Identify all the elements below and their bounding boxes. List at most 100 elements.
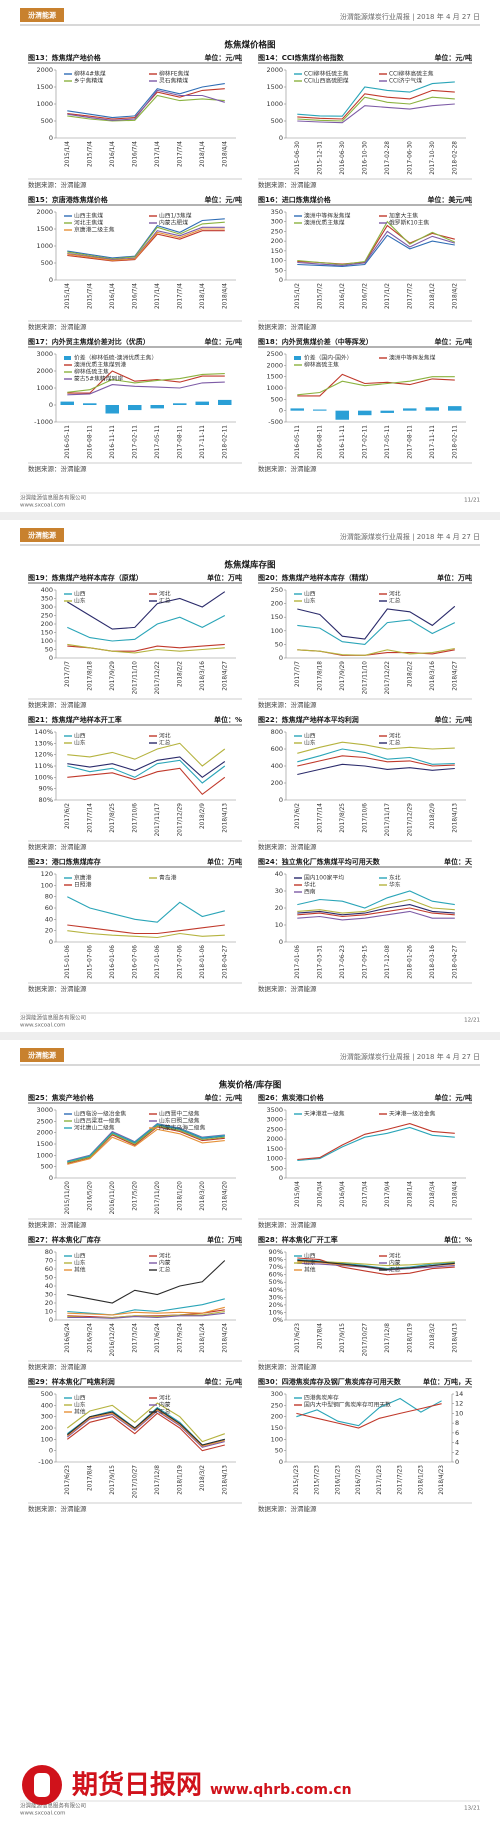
line bbox=[297, 234, 455, 267]
x-tick-label: 2015/1/23 bbox=[294, 1465, 300, 1495]
tick-label: 4 bbox=[455, 1439, 459, 1447]
legend-label: CCI济宁气煤 bbox=[389, 77, 422, 85]
legend-label: 华东 bbox=[389, 881, 401, 889]
chart-title: 图20：炼焦煤产地样本库存（精煤） bbox=[258, 573, 373, 582]
x-tick-label: 2018/4/13 bbox=[222, 1465, 228, 1495]
unit-label: 单位：元/吨 bbox=[434, 1093, 472, 1102]
legend-label: 河北 bbox=[159, 1252, 171, 1260]
line bbox=[297, 81, 455, 117]
x-tick-label: 2017-02-11 bbox=[362, 425, 368, 459]
x-tick-label: 2017/9/4 bbox=[385, 1181, 391, 1207]
x-tick-label: 2015-01-06 bbox=[65, 945, 71, 979]
tick-label: 60% bbox=[269, 1271, 283, 1279]
x-tick-label: 2016-05-11 bbox=[65, 425, 71, 459]
tick-label: 300 bbox=[41, 1413, 53, 1421]
bar bbox=[358, 410, 372, 416]
tick-label: 3000 bbox=[266, 1116, 283, 1124]
footer-url: www.sxcoal.com bbox=[20, 1023, 66, 1029]
line bbox=[67, 1123, 225, 1163]
line bbox=[297, 904, 455, 916]
tick-label: 20 bbox=[275, 904, 283, 912]
legend-label: 河北 bbox=[389, 1252, 401, 1260]
legend-label: 河北 bbox=[159, 732, 171, 740]
tick-label: 1000 bbox=[266, 384, 283, 392]
tick-label: 250 bbox=[271, 1401, 283, 1409]
logo: 汾渭能源 bbox=[28, 11, 56, 20]
x-tick-label: 2018/4/2 bbox=[452, 283, 458, 309]
bar bbox=[105, 405, 119, 414]
x-tick-label: 2017/11/20 bbox=[155, 1181, 161, 1215]
x-tick-label: 2017/10/27 bbox=[362, 1323, 368, 1357]
line bbox=[297, 1259, 455, 1270]
tick-label: 40 bbox=[45, 1282, 53, 1290]
source: 数据来源：汾渭能源 bbox=[258, 1504, 317, 1513]
line bbox=[67, 226, 225, 261]
tick-label: 0 bbox=[49, 276, 53, 284]
source: 数据来源：汾渭能源 bbox=[28, 1220, 87, 1229]
x-tick-label: 2017-10-30 bbox=[430, 141, 436, 175]
tick-label: 100 bbox=[271, 627, 283, 635]
bar bbox=[380, 410, 394, 413]
line bbox=[67, 742, 226, 767]
line bbox=[67, 1298, 225, 1316]
line bbox=[67, 1312, 225, 1319]
x-tick-label: 2018/4/27 bbox=[452, 661, 458, 691]
x-tick-label: 2017-12-08 bbox=[385, 945, 391, 979]
bar bbox=[173, 403, 187, 405]
legend-label: 柳林FE焦煤 bbox=[159, 70, 189, 78]
source: 数据来源：汾渭能源 bbox=[28, 700, 87, 709]
tick-label: 12 bbox=[455, 1400, 463, 1408]
chart-title: 图16：进口炼焦煤价格 bbox=[258, 195, 332, 204]
x-tick-label: 2016-07-06 bbox=[132, 945, 138, 979]
x-tick-label: 2017/6/2 bbox=[65, 803, 71, 829]
unit-label: 单位：元/吨 bbox=[204, 53, 242, 62]
legend-label: 山西 bbox=[74, 590, 86, 598]
line bbox=[297, 89, 455, 120]
legend-label: 山东 bbox=[74, 1401, 86, 1409]
x-tick-label: 2017/8/18 bbox=[87, 661, 93, 691]
tick-label: 400 bbox=[41, 586, 53, 594]
legend-label: 山西吕梁准一级焦 bbox=[74, 1117, 121, 1125]
x-tick-label: 2017-08-11 bbox=[407, 425, 413, 459]
logo-box bbox=[20, 528, 64, 542]
legend-label: 山东 bbox=[74, 1259, 86, 1267]
line bbox=[297, 230, 455, 266]
x-tick-label: 2017/8/25 bbox=[340, 803, 346, 833]
chart-title: 图15：京唐港炼焦煤价格 bbox=[28, 195, 109, 204]
line bbox=[297, 910, 455, 921]
tick-label: 400 bbox=[41, 1401, 53, 1409]
line bbox=[67, 381, 225, 396]
line bbox=[297, 373, 455, 397]
x-tick-label: 2017/9/29 bbox=[110, 661, 116, 691]
legend-label: 内蒙 bbox=[159, 1401, 171, 1409]
x-tick-label: 2016-08-11 bbox=[87, 425, 93, 459]
tick-label: 110% bbox=[34, 762, 53, 770]
tick-label: 200 bbox=[271, 1413, 283, 1421]
unit-label: 单位：万吨 bbox=[437, 573, 472, 582]
chart-title: 图28：样本焦化厂开工率 bbox=[258, 1235, 338, 1244]
watermark-logo-mark bbox=[34, 1773, 50, 1797]
legend-label: 内蒙古乌海二级焦 bbox=[159, 1124, 206, 1132]
tick-label: 50 bbox=[275, 1447, 283, 1455]
x-tick-label: 2017-07-06 bbox=[177, 945, 183, 979]
bar bbox=[83, 403, 97, 405]
line bbox=[297, 1262, 455, 1271]
tick-label: 130% bbox=[34, 739, 53, 747]
line bbox=[297, 220, 456, 266]
legend-label: 山西 bbox=[304, 1252, 316, 1260]
tick-label: 150 bbox=[41, 629, 53, 637]
tick-label: 150 bbox=[271, 247, 283, 255]
line bbox=[67, 218, 225, 259]
tick-label: 2000 bbox=[36, 1129, 53, 1137]
legend-label: 灵石焦精煤 bbox=[159, 77, 188, 85]
x-tick-label: 2018/1/4 bbox=[407, 1181, 413, 1207]
page-gap bbox=[0, 512, 500, 520]
source: 数据来源：汾渭能源 bbox=[258, 180, 317, 189]
legend-label: 价差（国内-国外） bbox=[304, 354, 352, 362]
tick-label: 0 bbox=[49, 1174, 53, 1182]
line bbox=[297, 1123, 455, 1161]
line bbox=[67, 373, 225, 393]
logo-box bbox=[20, 8, 64, 22]
line bbox=[67, 221, 225, 260]
tick-label: 300 bbox=[41, 603, 53, 611]
